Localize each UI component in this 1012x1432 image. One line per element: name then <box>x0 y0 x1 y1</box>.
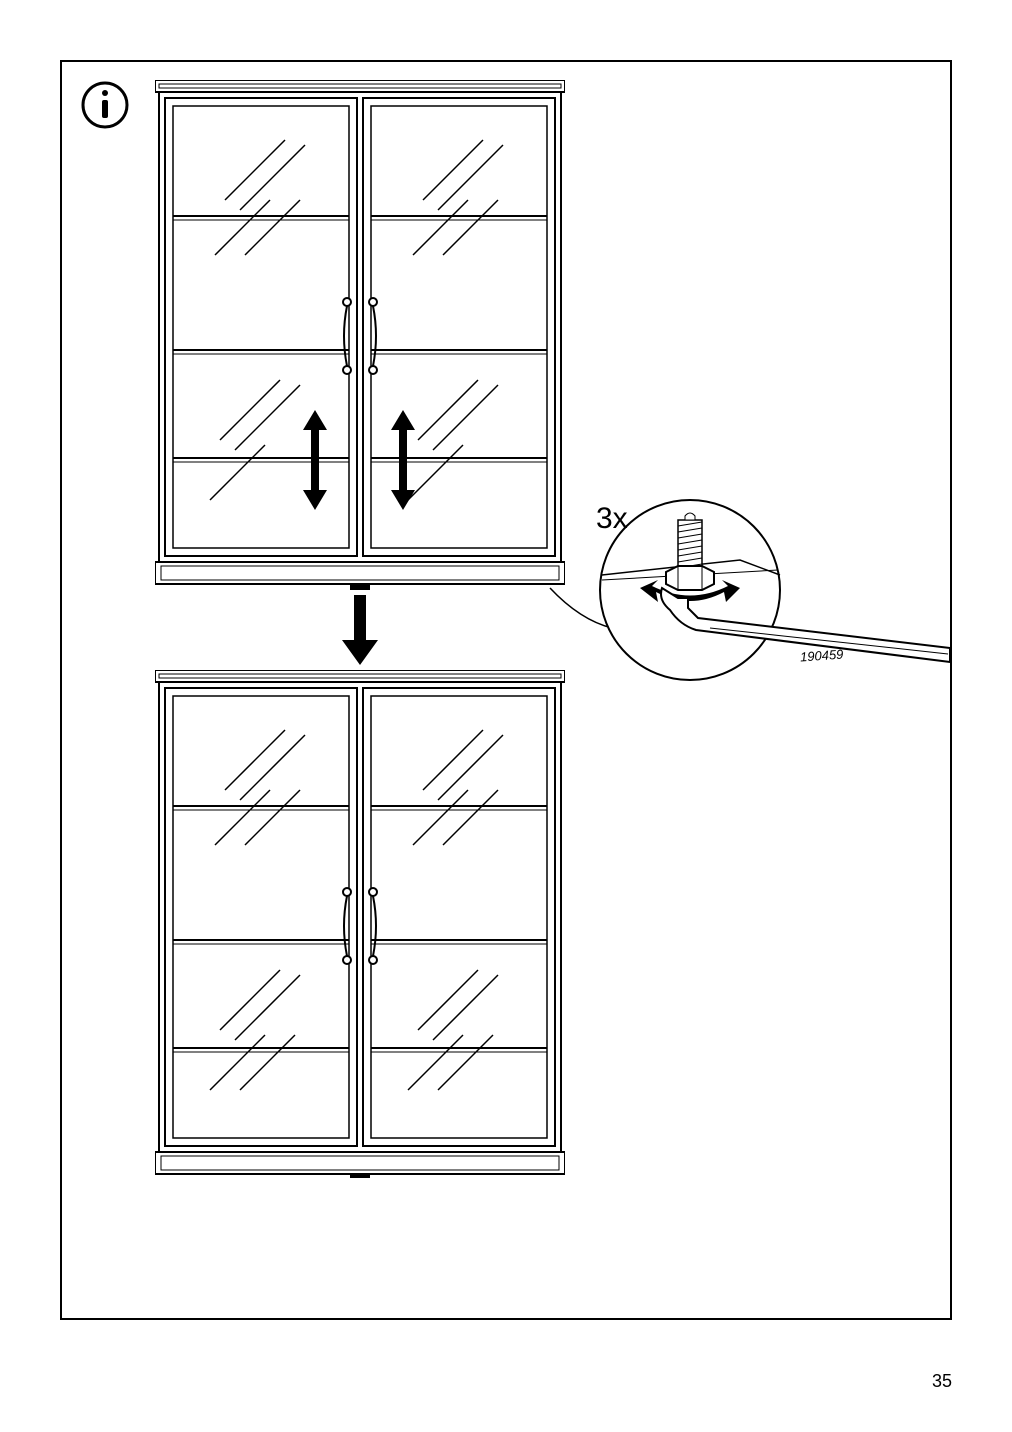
page-number: 35 <box>932 1371 952 1392</box>
part-number: 190459 <box>800 647 844 665</box>
cabinet-before <box>155 80 565 600</box>
cabinet-after <box>155 670 565 1180</box>
quantity-label: 3x <box>596 502 628 536</box>
down-arrow <box>340 595 380 665</box>
info-icon <box>80 80 130 130</box>
